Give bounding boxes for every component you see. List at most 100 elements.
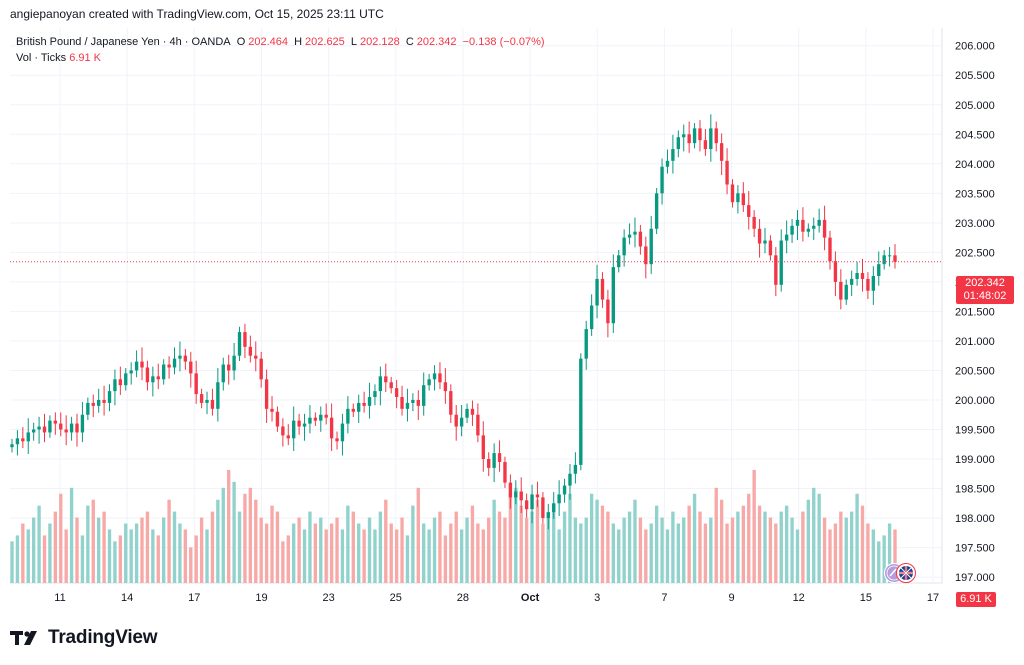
volume-bar <box>470 505 475 583</box>
candle-body <box>546 512 550 519</box>
candle-body <box>519 491 523 501</box>
volume-bar <box>871 529 876 583</box>
volume-bar <box>757 505 762 583</box>
y-tick-label: 197.000 <box>955 572 995 584</box>
legend-symbol[interactable]: British Pound / Japanese Yen · 4h · OAND… <box>16 36 231 48</box>
volume-bar <box>324 529 328 583</box>
volume-bar <box>687 505 691 583</box>
candle-body <box>747 205 751 217</box>
volume-bar <box>162 517 166 583</box>
volume-bar <box>178 523 182 583</box>
volume-bar <box>129 529 133 583</box>
candle-body <box>801 219 805 232</box>
y-tick-label: 205.500 <box>955 70 995 82</box>
candle-body <box>281 426 285 436</box>
candle-body <box>887 255 892 257</box>
volume-bar <box>411 505 415 583</box>
candle-body <box>313 417 318 421</box>
candle-body <box>508 482 513 498</box>
volume-bar <box>75 517 79 583</box>
candle-body <box>378 376 383 392</box>
volume-bar <box>113 541 117 583</box>
volume-bar <box>654 505 659 583</box>
volume-bar <box>26 529 30 583</box>
chart-legend: British Pound / Japanese Yen · 4h · OAND… <box>16 34 548 66</box>
legend-high-value: 202.625 <box>305 36 345 48</box>
volume-bar <box>329 523 334 583</box>
candle-body <box>682 134 686 138</box>
volume-bar <box>801 511 805 583</box>
volume-bar <box>887 523 892 583</box>
legend-open-label: O <box>236 36 246 48</box>
volume-bar <box>53 511 58 583</box>
volume-bar <box>281 541 285 583</box>
candle-body <box>660 166 664 194</box>
candle-body <box>812 225 816 229</box>
legend-volume-label[interactable]: Vol · Ticks <box>16 52 67 64</box>
volume-bar <box>481 529 485 583</box>
x-tick-label: 14 <box>121 592 133 604</box>
candle-body <box>270 408 274 412</box>
candle-body <box>736 193 740 203</box>
volume-bar <box>454 511 458 583</box>
volume-bar <box>611 523 615 583</box>
volume-bar <box>107 529 112 583</box>
volume-bar <box>573 517 578 583</box>
volume-bar <box>476 523 480 583</box>
candle-body <box>254 355 258 359</box>
volume-bar <box>839 511 843 583</box>
volume-bar <box>508 493 513 583</box>
y-tick-label: 200.000 <box>955 395 995 407</box>
price-chart[interactable]: 197.000 197.500 198.000 198.500 199.000 199.5… <box>0 28 1024 610</box>
candle-body <box>768 240 773 256</box>
candle-body <box>725 160 729 185</box>
candle-body <box>183 355 188 362</box>
volume-bar <box>297 517 301 583</box>
volume-bar <box>541 523 545 583</box>
volume-bar <box>21 523 25 583</box>
volume-bar <box>91 499 95 583</box>
candle-body <box>573 464 578 474</box>
volume-bar <box>183 529 188 583</box>
volume-bar <box>346 505 350 583</box>
volume-bar <box>237 511 242 583</box>
y-tick-label: 205.000 <box>955 100 995 112</box>
candle-body <box>860 273 865 279</box>
candle-body <box>443 382 448 392</box>
volume-bar <box>118 535 123 583</box>
volume-bar <box>535 499 540 583</box>
uk-flag-event-icon[interactable] <box>896 563 916 583</box>
volume-bar <box>763 511 767 583</box>
legend-low-value: 202.128 <box>359 36 400 48</box>
candle-body <box>145 367 150 383</box>
candle-body <box>497 453 502 462</box>
candle-body <box>194 373 198 395</box>
candle-body <box>26 432 30 442</box>
volume-bar <box>216 499 220 583</box>
candle-body <box>216 382 220 409</box>
volume-bar <box>69 487 74 583</box>
volume-bar <box>167 499 171 583</box>
y-tick-label: 206.000 <box>955 41 995 53</box>
candle-body <box>118 379 123 386</box>
candle-body <box>275 411 280 427</box>
x-tick-label: 9 <box>728 592 734 604</box>
candle-body <box>741 193 745 206</box>
candle-body <box>627 234 632 238</box>
volume-bar <box>877 541 881 583</box>
chart-area[interactable]: 197.000 197.500 198.000 198.500 199.000 199.5… <box>0 28 1024 610</box>
tradingview-logo[interactable]: TradingView <box>10 626 158 650</box>
y-tick-label: 202.500 <box>955 247 995 259</box>
candle-body <box>351 408 355 412</box>
volume-bar <box>584 517 588 583</box>
x-tick-label: 28 <box>457 592 469 604</box>
volume-bar <box>774 523 778 583</box>
volume-bar <box>156 535 160 583</box>
x-tick-label: 11 <box>54 592 65 604</box>
candle-body <box>698 128 702 141</box>
volume-bar <box>530 511 534 583</box>
volume-bar <box>595 499 599 583</box>
volume-bar <box>378 511 383 583</box>
candle-body <box>362 402 366 406</box>
candle-body <box>59 423 63 430</box>
